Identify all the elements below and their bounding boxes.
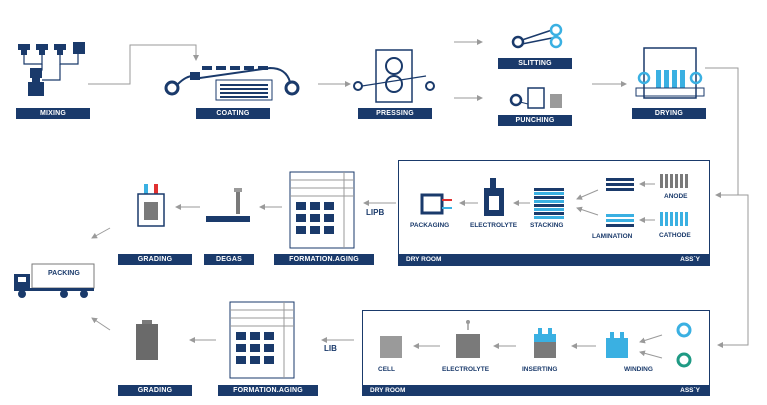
inserting-icon [534, 328, 556, 358]
punching-label: PUNCHING [498, 115, 572, 126]
cell-icon [380, 336, 402, 358]
cathode-icon [660, 212, 688, 226]
coating-label: COATING [196, 108, 270, 119]
lib-electrolyte-label: ELECTROLYTE [442, 366, 490, 373]
lipb-assy-text: ASS´Y [680, 256, 700, 263]
cell-label: CELL [378, 366, 395, 373]
coating-icon [164, 66, 300, 101]
mixing-label: MIXING [16, 108, 90, 119]
anode-icon [660, 174, 688, 188]
grading-lipb-label: GRADING [118, 254, 192, 265]
lib-tag: LIB [324, 344, 337, 353]
mixing-icon [18, 42, 85, 96]
winding-rolls-icon [676, 322, 692, 368]
lipb-dry-room [398, 160, 710, 266]
lamination-icon [606, 214, 634, 227]
anode-label: ANODE [664, 193, 688, 200]
lipb-dry-room-footer: DRY ROOM ASS´Y [398, 254, 710, 265]
truck-icon [14, 263, 95, 298]
packaging-label: PACKAGING [410, 222, 450, 229]
winding-icon [606, 332, 628, 358]
degas-icon [206, 188, 250, 222]
slitting-icon [511, 23, 563, 49]
lib-assy-text: ASS´Y [680, 387, 700, 394]
grading-lib-icon [136, 320, 158, 360]
punching-icon [509, 87, 562, 109]
anode-sheet-icon [606, 178, 634, 191]
drying-icon [635, 47, 705, 99]
formation-aging-lipb-label: FORMATION.AGING [274, 254, 374, 265]
inserting-label: INSERTING [522, 366, 558, 373]
formation-aging-lipb-icon [289, 171, 355, 249]
lamination-label: LAMINATION [592, 233, 633, 240]
packing-label: PACKING [48, 270, 80, 277]
lib-electrolyte-icon [456, 320, 480, 358]
cathode-label: CATHODE [659, 232, 691, 239]
lipb-dry-room-text: DRY ROOM [406, 256, 442, 263]
lipb-tag: LIPB [366, 208, 385, 217]
stacking-icon [534, 188, 564, 219]
pressing-label: PRESSING [358, 108, 432, 119]
lipb-electrolyte-icon [484, 178, 504, 216]
grading-lipb-icon [137, 184, 165, 227]
lib-dry-room-footer: DRY ROOM ASS´Y [362, 385, 710, 396]
grading-lib-label: GRADING [118, 385, 192, 396]
drying-label: DRYING [632, 108, 706, 119]
lipb-electrolyte-label: ELECTROLYTE [470, 222, 518, 229]
formation-aging-lib-label: FORMATION.AGING [218, 385, 318, 396]
formation-aging-lib-icon [229, 301, 295, 379]
lib-dry-room-text: DRY ROOM [370, 387, 406, 394]
packaging-icon [420, 193, 452, 215]
degas-label: DEGAS [204, 254, 254, 265]
winding-label: WINDING [624, 366, 653, 373]
stacking-label: STACKING [530, 222, 564, 229]
slitting-label: SLITTING [498, 58, 572, 69]
pressing-icon [353, 49, 435, 103]
